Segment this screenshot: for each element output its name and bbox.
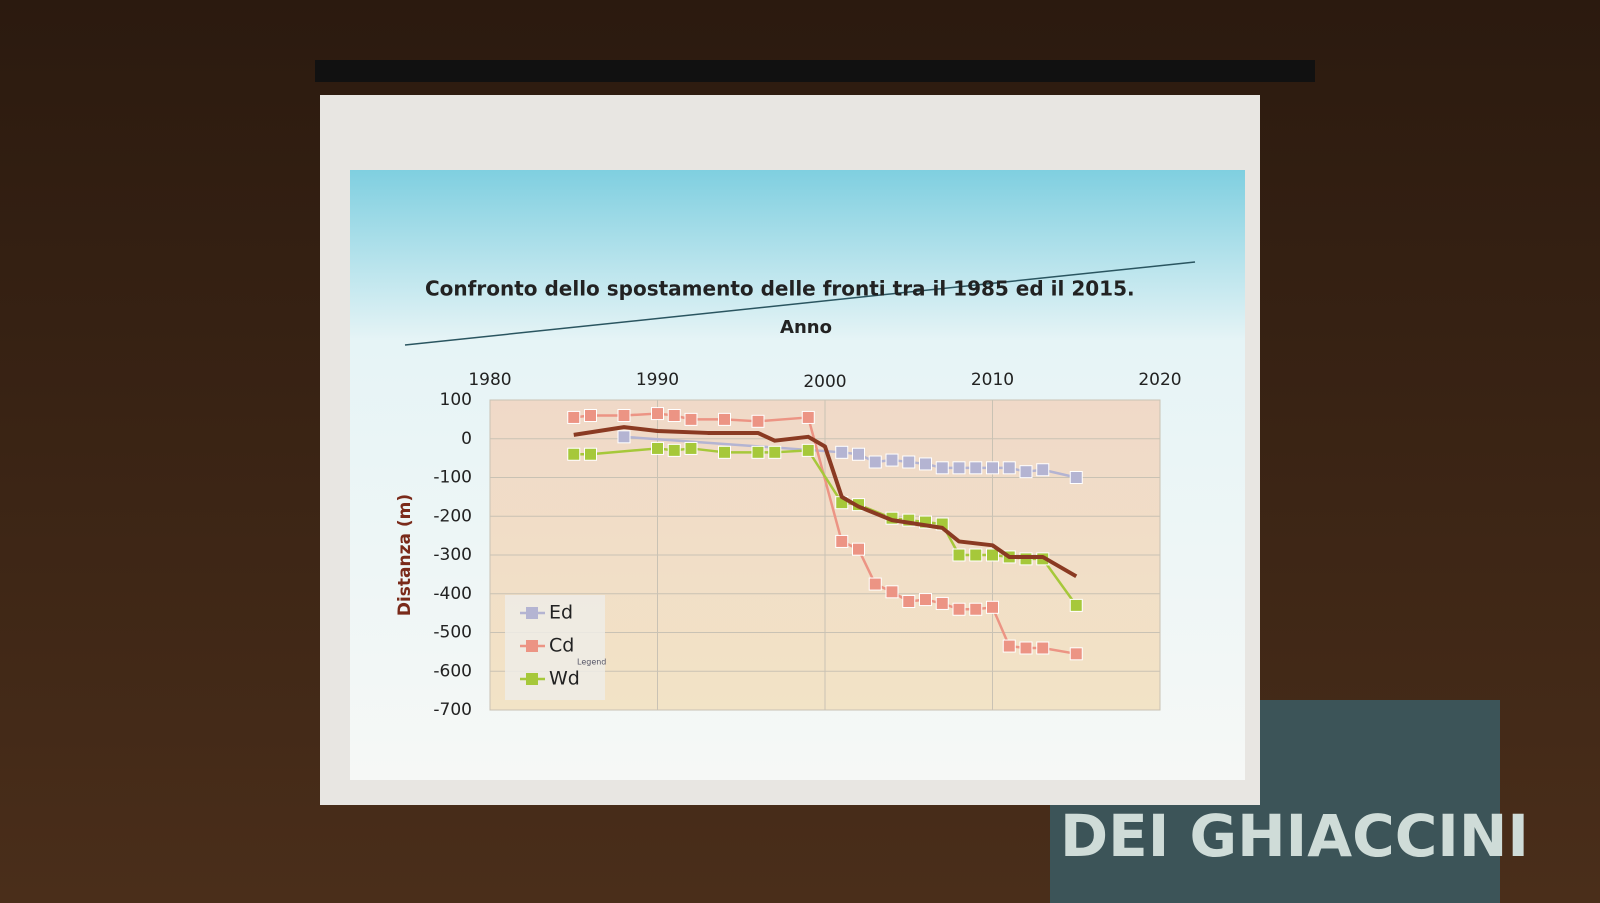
point: [1002, 639, 1016, 653]
y-tick-label: -200: [433, 506, 472, 526]
legend-marker: [526, 607, 538, 619]
y-tick-label: -100: [433, 468, 472, 488]
point: [651, 441, 664, 455]
point: [801, 410, 815, 424]
x-tick-label: 1980: [468, 370, 511, 390]
title-rule: [404, 261, 1196, 346]
y-tick-label: -500: [433, 623, 472, 643]
point: [986, 461, 999, 475]
legend-title: Legend: [577, 658, 606, 667]
point: [935, 596, 949, 610]
point: [952, 548, 966, 562]
point: [768, 445, 782, 459]
x-tick-label: 2020: [1138, 370, 1181, 390]
point: [852, 542, 865, 556]
point: [1019, 465, 1033, 479]
point: [667, 409, 681, 422]
legend-marker: [526, 640, 538, 652]
point: [835, 445, 849, 459]
point: [751, 445, 765, 459]
point: [885, 453, 899, 467]
banner-text: DEI GHIACCINI: [1060, 802, 1529, 870]
point: [902, 595, 916, 608]
legend-label: Cd: [549, 635, 574, 657]
point: [852, 447, 865, 461]
point: [751, 414, 765, 428]
y-tick-label: -600: [433, 661, 472, 681]
point: [718, 412, 731, 426]
y-tick-label: -300: [433, 545, 472, 565]
x-tick-label: 2000: [803, 372, 846, 392]
point: [835, 534, 849, 548]
y-tick-label: 0: [461, 429, 472, 449]
point: [651, 407, 664, 421]
point: [684, 412, 698, 426]
point: [969, 548, 983, 562]
chart-title: Confronto dello spostamento delle fronti…: [425, 277, 1135, 301]
point: [1036, 463, 1050, 477]
point: [969, 602, 983, 616]
point: [1069, 598, 1083, 612]
point: [919, 457, 932, 471]
point: [868, 455, 882, 469]
point: [919, 593, 932, 607]
point: [801, 443, 815, 457]
legend-label: Wd: [549, 668, 580, 690]
point: [584, 409, 597, 422]
point: [667, 443, 681, 457]
point: [952, 461, 966, 475]
point: [1002, 461, 1016, 475]
point: [567, 410, 581, 424]
y-tick-label: -700: [433, 700, 472, 720]
point: [584, 447, 597, 461]
point: [969, 461, 983, 475]
y-axis-label: Distanza (m): [395, 494, 415, 616]
point: [902, 455, 916, 469]
y-tick-label: -400: [433, 584, 472, 604]
point: [684, 441, 698, 455]
x-tick-label: 1990: [636, 370, 679, 390]
point: [1036, 641, 1050, 655]
point: [617, 430, 631, 444]
point: [1069, 471, 1083, 484]
legend-label: Ed: [549, 602, 573, 624]
point: [1069, 647, 1083, 661]
point: [1019, 641, 1033, 655]
point: [885, 585, 899, 599]
legend-marker: [526, 673, 538, 685]
point: [986, 548, 999, 562]
y-tick-label: 100: [440, 390, 472, 410]
point: [952, 602, 966, 616]
x-axis-label: Anno: [780, 317, 832, 338]
point: [935, 461, 949, 475]
point: [567, 447, 581, 461]
screen-roller: [315, 60, 1315, 82]
point: [868, 577, 882, 591]
trend-line: [573, 425, 1078, 579]
point: [986, 600, 999, 614]
point: [617, 409, 631, 422]
x-tick-label: 2010: [971, 370, 1014, 390]
point: [718, 445, 731, 459]
